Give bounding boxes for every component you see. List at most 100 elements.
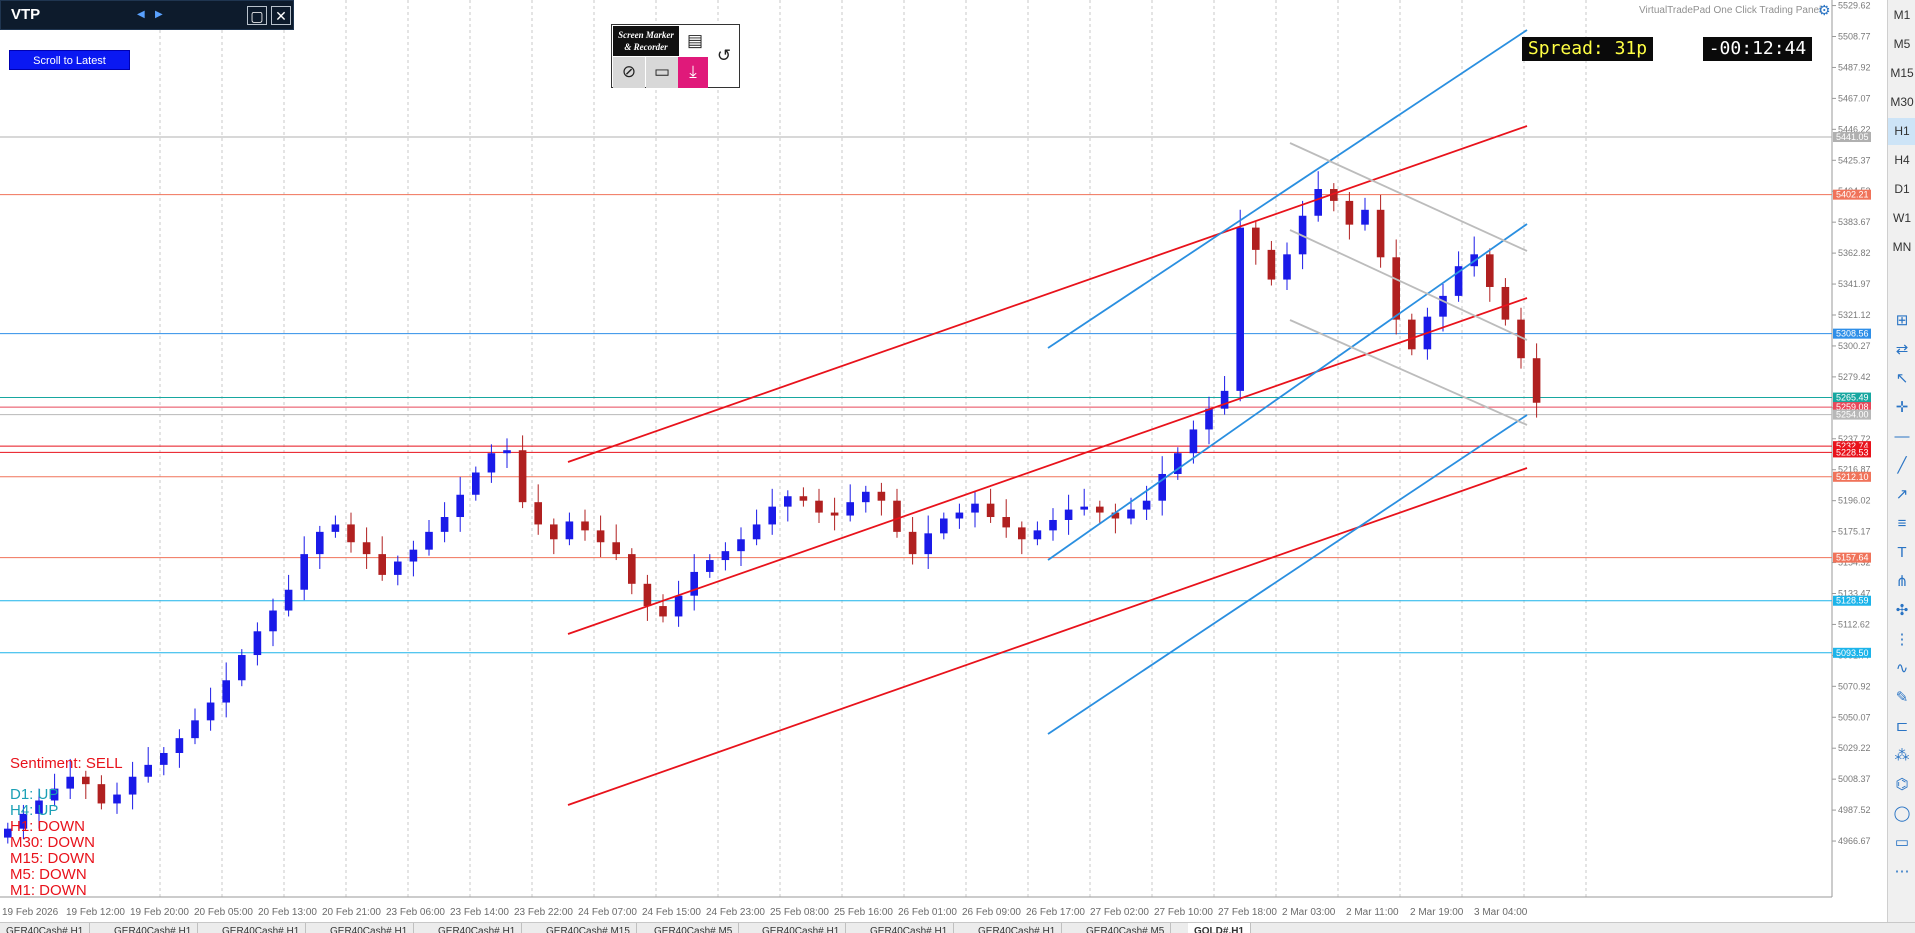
chart-canvas[interactable]: 5529.62 5508.77 5487.92 5467.07 5446.22 5425.… [0,0,1887,922]
candle-body [550,524,558,540]
time-label: 26 Feb 01:00 [898,907,957,918]
timeframe-button-d1[interactable]: D1 [1894,182,1910,196]
candle-body [1174,453,1182,474]
chart-tab[interactable]: GER40Cash#,H1 [756,923,847,933]
time-label: 24 Feb 23:00 [706,907,765,918]
rectangle-icon[interactable]: ▭ [1894,834,1910,851]
gann-icon[interactable]: ✣ [1895,602,1909,619]
trendline-icon[interactable]: ╱ [1897,457,1907,474]
candle-body [144,764,152,777]
vtp-panel[interactable]: VTP ◀ ▶ ▢ ✕ [0,0,294,30]
chart-tab[interactable]: GER40Cash#,H1 [432,923,523,933]
vtp-link[interactable]: VirtualTradePad One Click Trading Panel [1639,5,1822,16]
candle-body [1205,408,1213,430]
close-icon[interactable]: ✕ [271,6,291,25]
undo-icon[interactable]: ↺ [716,46,732,65]
brush-icon[interactable]: ✎ [1895,689,1909,706]
vtp-gear-icon[interactable]: ⚙ [1818,2,1831,18]
notes-icon[interactable]: ▤ [686,31,704,50]
grid-icon[interactable]: ⊞ [1895,312,1909,329]
candle-body [1267,249,1276,280]
chart-tab[interactable]: GER40Cash#,M5 [1080,923,1172,933]
timeframe-button-m15[interactable]: M15 [1890,66,1914,80]
vtp-title: VTP [11,6,41,23]
chart-tab[interactable]: GER40Cash#,H1 [324,923,415,933]
price-tag-box [1833,595,1871,606]
price-tag-label: 5212.10 [1836,472,1869,482]
hline-icon[interactable]: — [1894,428,1910,445]
candle-body [752,524,761,540]
price-tag-label: 5128.59 [1836,596,1869,606]
timeframe-button-mn[interactable]: MN [1892,240,1912,254]
chart-tab[interactable]: GER40Cash#,H1 [216,923,307,933]
price-tick-label: 5196.02 [1838,496,1871,506]
candle-body [1158,473,1166,501]
time-label: 20 Feb 05:00 [194,907,253,918]
shapes-icon[interactable]: ⁂ [1894,747,1910,764]
next-arrow-icon[interactable]: ▶ [155,9,163,20]
channel-icon[interactable]: ≡ [1897,515,1907,532]
timeframe-button-w1[interactable]: W1 [1893,211,1911,225]
price-tick-label: 5112.62 [1838,619,1870,629]
save-icon[interactable]: ⤓ [678,57,708,88]
timeframe-button-m30[interactable]: M30 [1890,95,1914,109]
trendline [567,125,1528,463]
timeframe-button-h4[interactable]: H4 [1894,153,1910,167]
candle-body [815,500,823,513]
pattern-icon[interactable]: ⌬ [1895,776,1909,793]
time-label: 25 Feb 16:00 [834,907,893,918]
chart-tab[interactable]: GER40Cash#,H1 [0,923,91,933]
price-tick-label: 5070.92 [1838,681,1871,691]
screen-marker-logo: Screen Marker & Recorder [613,26,679,56]
price-tag-label: 5308.56 [1836,329,1869,339]
timeframe-button-m1[interactable]: M1 [1893,8,1911,22]
prev-arrow-icon[interactable]: ◀ [137,9,145,20]
screen-marker-widget[interactable]: Screen Marker & Recorder ▤ ⊘ ▭ ⤓ ↺ [611,24,740,88]
candle-body [581,521,589,531]
time-label: 20 Feb 13:00 [258,907,317,918]
pitchfork-icon[interactable]: ⋔ [1895,573,1909,590]
candle-body [316,531,324,555]
candle-body [1283,254,1291,280]
wave-icon[interactable]: ∿ [1895,660,1909,677]
chart-tab[interactable]: GER40Cash#,M15 [540,923,637,933]
candle-body [1018,527,1026,540]
sentiment-label: Sentiment: SELL [10,755,123,772]
scroll-to-latest-button[interactable]: Scroll to Latest [9,50,130,70]
price-chart[interactable]: 5529.62 5508.77 5487.92 5467.07 5446.22 5425.… [0,0,1871,922]
chart-tab[interactable]: GER40Cash#,H1 [864,923,955,933]
cursor-icon[interactable]: ↖ [1895,370,1909,387]
text-icon[interactable]: T [1897,544,1907,561]
candle-body [830,512,839,516]
candle-body [409,549,418,562]
bracket-icon[interactable]: ⊏ [1895,718,1909,735]
timeframe-button-m5[interactable]: M5 [1893,37,1911,51]
price-tag-label: 5441.05 [1836,132,1869,142]
hide-icon[interactable]: ⊘ [613,57,645,88]
chart-tab[interactable]: GER40Cash#,H1 [108,923,199,933]
candle-body [1111,512,1120,519]
price-tick-label: 5029.22 [1838,743,1871,753]
maximize-icon[interactable]: ▢ [247,6,267,25]
ray-icon[interactable]: ↗ [1895,486,1909,503]
monitor-icon[interactable]: ▭ [646,57,678,88]
sync-icon[interactable]: ⇄ [1895,341,1909,358]
time-label: 19 Feb 20:00 [130,907,189,918]
timeframe-button-h1[interactable]: H1 [1888,118,1915,145]
ellipse-icon[interactable]: ◯ [1893,805,1911,822]
chart-tab[interactable]: GER40Cash#,M5 [648,923,740,933]
candle-body [924,533,932,555]
candle-body [222,680,230,703]
candle-body [35,800,43,814]
candle-body [440,517,449,532]
chart-tab[interactable]: GOLD#,H1 [1188,923,1252,933]
time-label: 2 Mar 03:00 [1282,907,1336,918]
trendline [1289,229,1528,341]
candle-body [612,542,620,555]
timeframe-trend-item: H1: DOWN [10,818,85,835]
more-tools-icon[interactable]: ⋯ [1894,863,1910,880]
candle-body [940,518,948,534]
fibo-icon[interactable]: ⋮ [1894,631,1910,648]
chart-tab[interactable]: GER40Cash#,H1 [972,923,1063,933]
crosshair-icon[interactable]: ✛ [1895,399,1909,416]
